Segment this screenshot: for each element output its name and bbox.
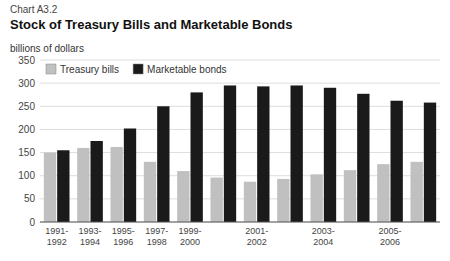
bar (77, 148, 89, 222)
bar (357, 94, 369, 222)
bar (391, 101, 403, 222)
grid-line (40, 129, 440, 130)
bar (244, 182, 256, 222)
grid-line (40, 106, 440, 107)
legend-item: Marketable bonds (133, 64, 227, 75)
y-tick-label: 50 (24, 193, 36, 204)
title: Stock of Treasury Bills and Marketable B… (10, 17, 292, 32)
bar (411, 162, 423, 222)
bar (424, 103, 436, 222)
bar (211, 178, 223, 222)
x-tick-label: 2001-2002 (245, 226, 268, 247)
bar (177, 171, 189, 222)
grid-line (40, 60, 440, 61)
bar (324, 88, 336, 222)
y-axis-label: billions of dollars (10, 43, 84, 54)
legend-label: Treasury bills (60, 64, 119, 75)
bar (111, 147, 123, 222)
bar (291, 85, 303, 222)
bar (157, 106, 169, 222)
bar (224, 85, 236, 222)
y-tick-label: 100 (18, 170, 35, 181)
bar (91, 141, 103, 222)
grid-line (40, 83, 440, 84)
y-tick-label: 200 (18, 124, 35, 135)
legend: Treasury bills Marketable bonds (46, 64, 227, 75)
x-tick-label: 2005-2006 (378, 226, 401, 247)
bar (377, 164, 389, 222)
legend-item: Treasury bills (46, 64, 119, 75)
bar (44, 153, 56, 222)
bar (277, 179, 289, 222)
x-axis: 1991-1992 1993-1994 1995-1996 1997-1998 1999… (45, 226, 401, 247)
legend-swatch (133, 64, 143, 74)
grid-line (40, 222, 440, 223)
y-tick-label: 350 (18, 55, 35, 66)
bar (257, 86, 269, 222)
y-tick-label: 300 (18, 78, 35, 89)
x-tick-label: 1999-2000 (178, 226, 201, 247)
legend-swatch (46, 64, 56, 74)
y-tick-label: 150 (18, 147, 35, 158)
subtitle: Chart A3.2 (10, 4, 58, 15)
series (57, 85, 436, 222)
bar (344, 170, 356, 222)
bar (57, 150, 69, 222)
legend-label: Marketable bonds (147, 64, 227, 75)
x-tick-label: 1991-1992 (45, 226, 68, 247)
x-tick-label: 1997-1998 (145, 226, 168, 247)
bar (191, 92, 203, 222)
x-tick-label: 2003-2004 (312, 226, 335, 247)
x-tick-label: 1995-1996 (112, 226, 135, 247)
x-tick-label: 1993-1994 (78, 226, 101, 247)
x-axis-line (40, 222, 440, 223)
y-axis: 0 50 100 150 200 250 300 350 (18, 55, 440, 228)
bar (124, 129, 136, 222)
bar (144, 162, 156, 222)
bar (311, 174, 323, 222)
bars (44, 85, 436, 222)
y-tick-label: 0 (29, 217, 35, 228)
y-tick-label: 250 (18, 101, 35, 112)
chart: Chart A3.2 Stock of Treasury Bills and Ma… (0, 0, 450, 261)
